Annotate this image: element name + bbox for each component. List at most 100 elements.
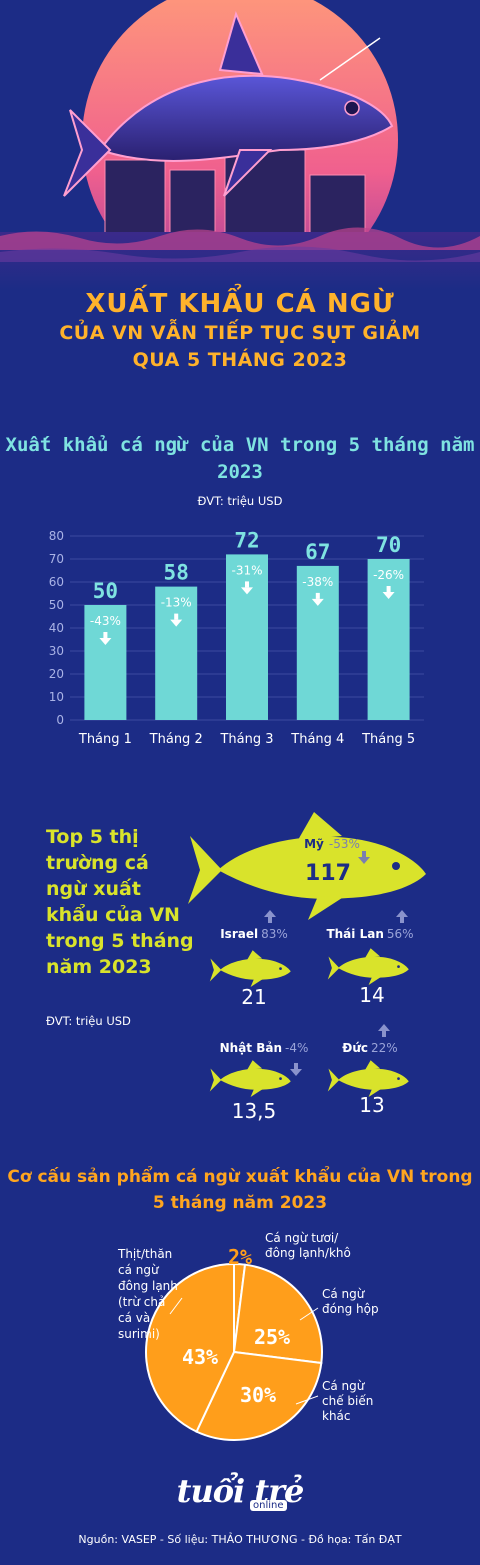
down-arrow-icon xyxy=(382,586,395,599)
small-fish-icon xyxy=(327,948,409,985)
bar xyxy=(84,605,127,720)
pie-category-label: đông lạnh/khô xyxy=(265,1246,351,1260)
hero-illustration xyxy=(0,0,480,290)
down-arrow-icon xyxy=(241,581,253,595)
markets-title: Top 5 thị trường cá ngừ xuất khẩu của VN… xyxy=(46,826,194,978)
market-name: Nhật Bản xyxy=(220,1041,282,1055)
bar xyxy=(367,559,410,720)
bar-value-label: 67 xyxy=(305,540,330,564)
market-label: Thái Lan 56% xyxy=(326,927,413,941)
market-change: -4% xyxy=(285,1041,308,1055)
pie-value-label: 25% xyxy=(254,1325,290,1349)
market-change: 22% xyxy=(371,1041,398,1055)
down-arrow-icon xyxy=(170,613,183,627)
small-fish-icon xyxy=(209,1060,291,1097)
x-tick-label: Tháng 2 xyxy=(149,732,203,747)
bar xyxy=(226,554,268,720)
bar-change-label: -43% xyxy=(90,614,121,628)
x-tick-label: Tháng 3 xyxy=(219,732,273,747)
tuna-illustration xyxy=(63,11,394,197)
pie-category-label: cá ngừ xyxy=(118,1263,160,1277)
pie-category-label: cá và xyxy=(118,1311,150,1325)
pie-category-label: Thịt/thăn xyxy=(117,1247,172,1261)
pie-slice xyxy=(232,1263,323,1365)
y-tick-label: 40 xyxy=(49,621,64,635)
market-change: 83% xyxy=(261,927,288,941)
x-tick-label: Tháng 5 xyxy=(361,732,415,747)
bar-value-label: 50 xyxy=(93,579,118,603)
market-label: Nhật Bản -4% xyxy=(220,1041,309,1055)
bar-chart-unit: ĐVT: triệu USD xyxy=(197,494,283,508)
pie-category-label: surimi) xyxy=(118,1327,160,1341)
y-tick-label: 50 xyxy=(49,598,64,612)
pie-value-label: 30% xyxy=(240,1383,276,1407)
brand-logo: tuổi trẻ online xyxy=(0,1472,480,1511)
up-arrow-icon xyxy=(396,910,408,923)
source-credit: Nguồn: VASEP - Số liệu: THẢO THƯƠNG - Đồ… xyxy=(78,1533,402,1546)
markets-fish-chart: Mỹ -53% 117 Israel 83% 21 Thái Lan 56% 14 Nhật Bả… xyxy=(188,812,426,1123)
x-tick-label: Tháng 1 xyxy=(78,732,132,747)
bar-change-label: -13% xyxy=(161,596,192,610)
bar-chart: 0 10 20 30 40 50 60 70 80 50 -43% Tháng 1 58 -13% Thán… xyxy=(49,528,424,747)
y-tick-label: 80 xyxy=(49,529,64,543)
markets-unit: ĐVT: triệu USD xyxy=(46,1014,131,1028)
main-title: XUẤT KHẨU CÁ NGỪ CỦA VN VẪN TIẾP TỤC SỤT… xyxy=(0,288,480,374)
market-value: 117 xyxy=(305,861,351,886)
down-arrow-icon xyxy=(358,851,370,864)
market-name: Mỹ xyxy=(304,837,324,851)
down-arrow-icon xyxy=(290,1063,302,1076)
market-label: Israel 83% xyxy=(220,927,288,941)
market-change: 56% xyxy=(387,927,414,941)
market-value: 21 xyxy=(241,985,266,1009)
pie-chart-title: Cơ cấu sản phẩm cá ngừ xuất khẩu của VN … xyxy=(7,1167,473,1213)
bar xyxy=(155,586,198,720)
small-fish-icon xyxy=(209,950,291,987)
bar xyxy=(296,565,339,720)
pie-slice xyxy=(145,1262,235,1433)
market-value: 13 xyxy=(359,1093,384,1117)
title-line-1: XUẤT KHẨU CÁ NGỪ xyxy=(85,289,395,319)
market-value: 14 xyxy=(359,983,384,1007)
pie-category-label: đông lạnh xyxy=(118,1279,178,1293)
down-arrow-icon xyxy=(99,632,112,645)
connector-line xyxy=(299,1307,319,1321)
bar-change-label: -31% xyxy=(231,563,262,577)
bar-value-label: 72 xyxy=(234,528,259,552)
y-tick-label: 30 xyxy=(49,644,64,658)
pie-value-label: 43% xyxy=(182,1345,218,1369)
market-label: Mỹ -53% xyxy=(304,837,360,851)
market-change: -53% xyxy=(329,837,360,851)
small-fish-icon xyxy=(327,1060,409,1097)
y-tick-label: 70 xyxy=(49,552,64,566)
pie-category-label: chế biến xyxy=(322,1394,373,1408)
connector-line xyxy=(169,1297,183,1315)
pie-slice xyxy=(195,1350,323,1441)
bar-chart-title: Xuất khẩu cá ngừ của VN trong 5 tháng nă… xyxy=(5,434,475,483)
market-name: Israel xyxy=(220,927,258,941)
title-line-2: CỦA VN VẪN TIẾP TỤC SỤT GIẢM xyxy=(59,322,421,344)
down-arrow-icon xyxy=(311,592,324,606)
pie-chart: 2% 25% 30% 43% Cá ngừ tươi/đông lạnh/khô Cá n… xyxy=(117,1231,379,1441)
pie-category-label: đóng hộp xyxy=(322,1302,379,1316)
pie-category-label: Cá ngừ xyxy=(322,1287,366,1301)
pie-value-label: 2% xyxy=(228,1245,252,1269)
pie-category-label: Cá ngừ tươi/ xyxy=(265,1231,339,1245)
bar-value-label: 70 xyxy=(376,533,401,557)
market-name: Đức xyxy=(342,1041,368,1055)
market-value: 13,5 xyxy=(232,1099,277,1123)
market-name: Thái Lan xyxy=(326,927,383,941)
pie-category-label: (trừ chả xyxy=(118,1295,165,1309)
bar-change-label: -26% xyxy=(373,568,404,582)
up-arrow-icon xyxy=(378,1024,390,1037)
bar-change-label: -38% xyxy=(302,575,333,589)
y-tick-label: 20 xyxy=(49,667,64,681)
y-tick-label: 60 xyxy=(49,575,64,589)
pie-category-label: Cá ngừ xyxy=(322,1379,366,1393)
y-tick-label: 10 xyxy=(49,690,64,704)
connector-line xyxy=(295,1395,319,1405)
bar-value-label: 58 xyxy=(164,561,189,585)
x-tick-label: Tháng 4 xyxy=(290,732,344,747)
logo-sub-text: online xyxy=(250,1500,287,1511)
pie-category-label: khác xyxy=(322,1409,351,1423)
large-fish-icon xyxy=(188,812,426,920)
